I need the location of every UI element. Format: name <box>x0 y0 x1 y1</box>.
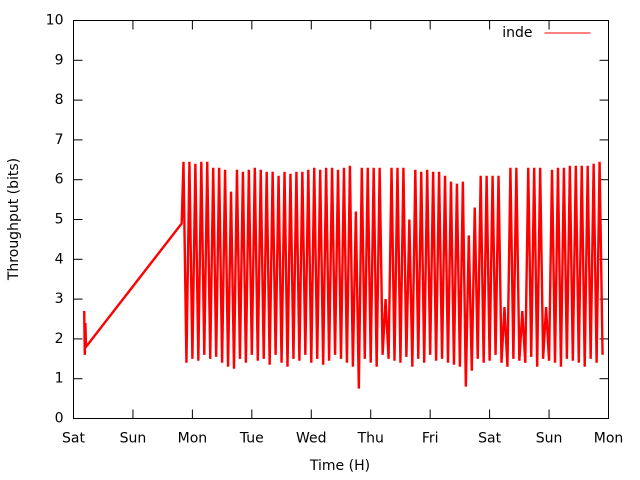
x-tick-label: Sun <box>536 431 563 447</box>
y-tick-label: 4 <box>55 251 64 267</box>
series-line <box>83 161 604 389</box>
y-tick-label: 5 <box>55 212 64 228</box>
y-tick-label: 10 <box>46 13 64 29</box>
x-tick-label: Wed <box>296 431 327 447</box>
y-tick-label: 9 <box>55 52 64 68</box>
x-tick-label: Tue <box>239 431 264 447</box>
x-axis-label: Time (H) <box>309 458 370 474</box>
y-axis-label: Throughput (bits) <box>6 158 22 281</box>
x-tick-label: Sat <box>478 431 501 447</box>
y-tick-label: 2 <box>55 331 64 347</box>
y-tick-label: 3 <box>55 291 64 307</box>
x-tick-label: Thu <box>357 431 384 447</box>
x-tick-label: Sat <box>62 431 85 447</box>
x-tick-label: Sun <box>120 431 147 447</box>
y-tick-label: 0 <box>55 411 64 427</box>
x-tick-label: Mon <box>594 431 624 447</box>
y-tick-label: 7 <box>55 132 64 148</box>
y-tick-label: 1 <box>55 371 64 387</box>
x-tick-label: Fri <box>422 431 439 447</box>
x-tick-label: Mon <box>178 431 208 447</box>
y-tick-label: 6 <box>55 172 64 188</box>
legend-label: inde <box>502 25 532 41</box>
y-tick-label: 8 <box>55 92 64 108</box>
